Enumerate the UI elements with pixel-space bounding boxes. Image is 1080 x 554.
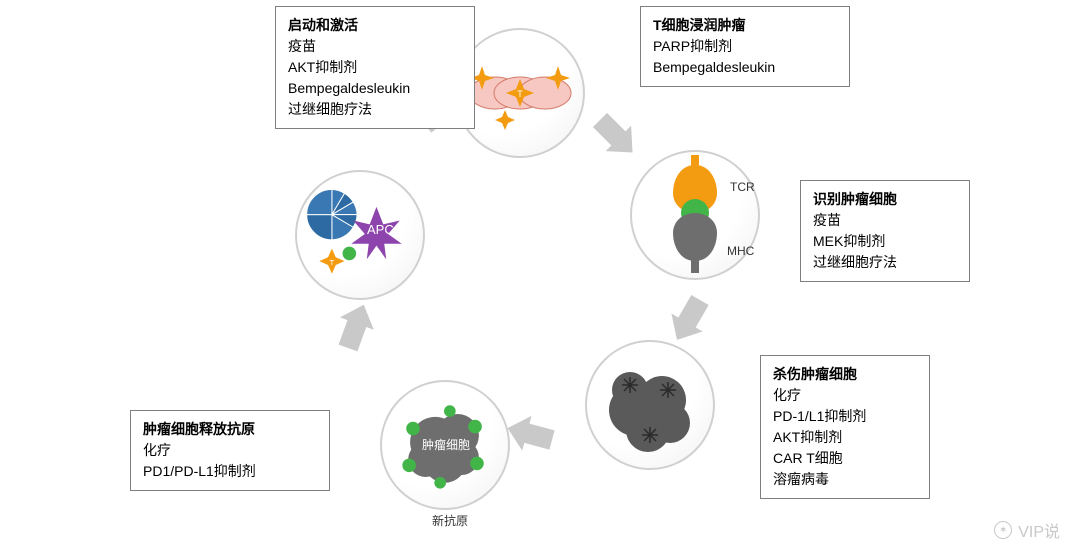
svg-text:T: T: [330, 258, 335, 267]
box-recognition-title: 识别肿瘤细胞: [813, 191, 897, 207]
box-release-line: 化疗: [143, 440, 317, 461]
box-priming-line: AKT抑制剂: [288, 57, 462, 78]
box-priming-title: 启动和激活: [288, 17, 358, 33]
node-recognition: TCR MHC: [630, 150, 760, 280]
box-priming: 启动和激活 疫苗 AKT抑制剂 Bempegaldesleukin 过继细胞疗法: [275, 6, 475, 129]
box-infiltration: T细胞浸润肿瘤 PARP抑制剂 Bempegaldesleukin: [640, 6, 850, 87]
box-release: 肿瘤细胞释放抗原 化疗 PD1/PD-L1抑制剂: [130, 410, 330, 491]
node-priming: T APC: [295, 170, 425, 300]
node-antigen-release: 肿瘤细胞 新抗原: [380, 380, 510, 510]
box-killing-line: AKT抑制剂: [773, 427, 917, 448]
box-recognition-line: 过继细胞疗法: [813, 252, 957, 273]
tcr-label: TCR: [730, 180, 755, 194]
arrow-release-to-priming: [331, 299, 381, 355]
box-release-line: PD1/PD-L1抑制剂: [143, 461, 317, 482]
watermark: ✶ VIP说: [994, 518, 1060, 542]
infiltration-illustration: T: [460, 38, 580, 148]
priming-illustration: T: [297, 170, 423, 300]
box-killing: 杀伤肿瘤细胞 化疗 PD-1/L1抑制剂 AKT抑制剂 CAR T细胞 溶瘤病毒: [760, 355, 930, 499]
wechat-icon: ✶: [994, 521, 1012, 539]
box-killing-line: 溶瘤病毒: [773, 469, 917, 490]
box-killing-line: CAR T细胞: [773, 448, 917, 469]
killing-illustration: [590, 345, 710, 465]
box-killing-title: 杀伤肿瘤细胞: [773, 366, 857, 382]
box-infiltration-line: PARP抑制剂: [653, 36, 837, 57]
box-priming-line: 过继细胞疗法: [288, 99, 462, 120]
box-priming-line: Bempegaldesleukin: [288, 78, 462, 99]
box-killing-line: 化疗: [773, 385, 917, 406]
box-infiltration-line: Bempegaldesleukin: [653, 57, 837, 78]
apc-label: APC: [367, 222, 394, 237]
arrow-killing-to-release: [503, 411, 557, 458]
box-release-title: 肿瘤细胞释放抗原: [143, 421, 255, 437]
svg-text:T: T: [517, 89, 523, 99]
arrow-recognition-to-killing: [661, 291, 715, 349]
neoantigen-label: 新抗原: [432, 512, 468, 529]
box-killing-line: PD-1/L1抑制剂: [773, 406, 917, 427]
node-killing: [585, 340, 715, 470]
box-infiltration-title: T细胞浸润肿瘤: [653, 17, 746, 33]
box-recognition-line: MEK抑制剂: [813, 231, 957, 252]
box-recognition-line: 疫苗: [813, 210, 957, 231]
box-priming-line: 疫苗: [288, 36, 462, 57]
mhc-label: MHC: [727, 244, 754, 258]
box-recognition: 识别肿瘤细胞 疫苗 MEK抑制剂 过继细胞疗法: [800, 180, 970, 282]
watermark-text: VIP说: [1018, 518, 1060, 542]
cycle-diagram: T TCR MHC: [0, 0, 1080, 554]
tumor-cell-label: 肿瘤细胞: [422, 436, 470, 453]
